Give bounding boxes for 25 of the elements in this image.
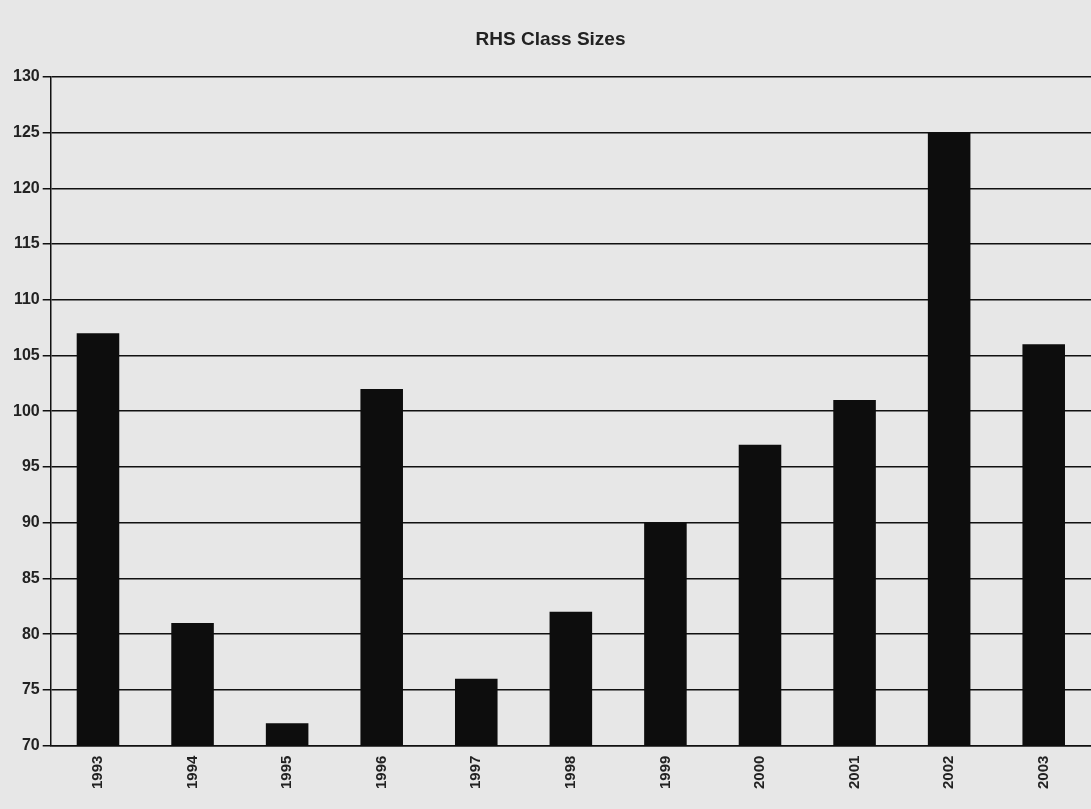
y-tick-label: 100 (12, 401, 40, 419)
y-tick-label: 120 (12, 178, 40, 196)
y-tick-label: 115 (13, 234, 40, 252)
x-tick-label: 1994 (182, 754, 200, 790)
x-tick-label: 1998 (560, 755, 578, 790)
x-tick-label: 1997 (466, 755, 484, 790)
y-tick-label: 105 (12, 345, 40, 363)
y-tick-label: 125 (12, 122, 40, 140)
y-tick-label: 90 (21, 513, 40, 531)
y-tick-label: 85 (21, 568, 40, 586)
y-tick-label: 70 (21, 736, 40, 754)
y-tick-label: 80 (21, 624, 40, 642)
y-tick-label: 95 (21, 457, 40, 475)
y-tick-label: 75 (21, 680, 40, 698)
x-tick-label: 2001 (844, 755, 862, 790)
x-tick-label: 1993 (88, 755, 106, 790)
x-tick-label: 2000 (750, 755, 768, 790)
y-tick-label: 110 (13, 290, 40, 308)
x-tick-label: 2002 (939, 755, 957, 790)
x-tick-label: 1999 (655, 755, 673, 790)
x-tick-label: 2003 (1033, 755, 1051, 790)
chart-title: RHS Class Sizes (475, 27, 626, 49)
x-tick-label: 1996 (371, 755, 389, 790)
x-tick-label: 1995 (277, 755, 295, 790)
y-tick-label: 130 (12, 67, 40, 85)
